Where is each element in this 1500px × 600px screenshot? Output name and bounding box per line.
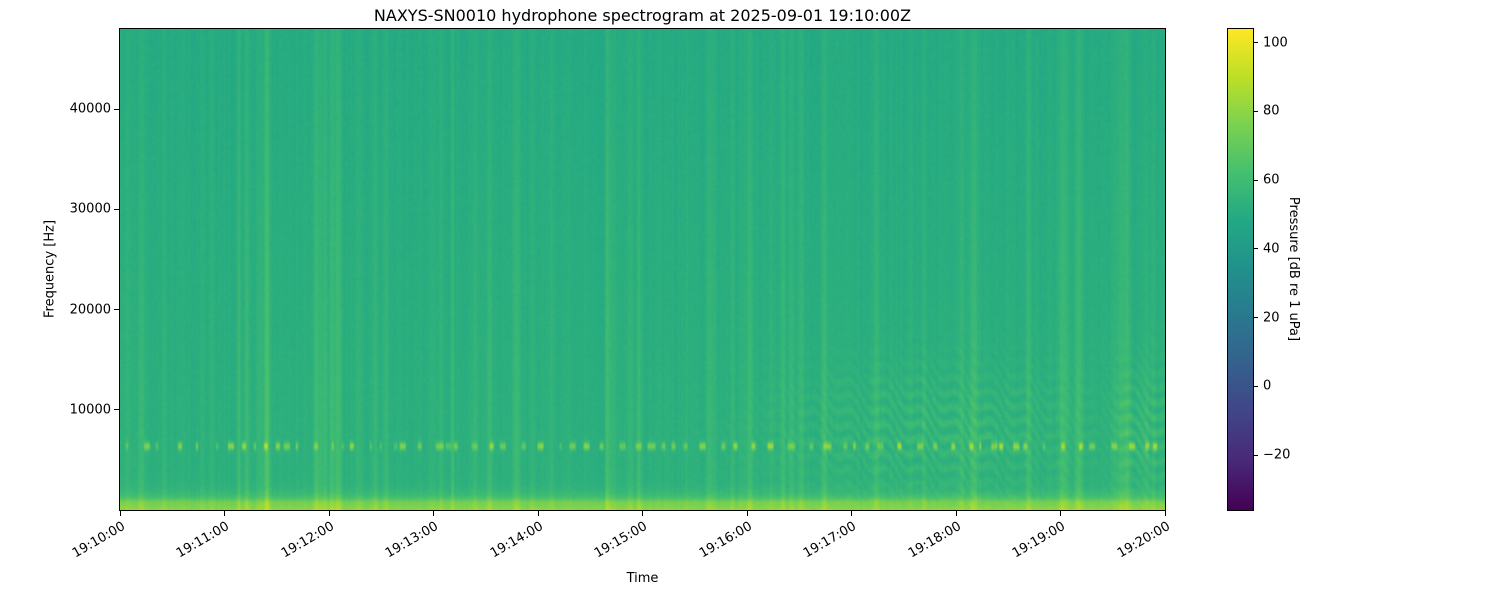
x-tick-label-text: 19:16:00: [696, 519, 755, 562]
x-axis-label: Time: [626, 571, 659, 586]
colorbar-tick-label: 60: [1263, 172, 1280, 188]
y-axis-label: Frequency [Hz]: [42, 219, 58, 319]
x-tick-mark: [642, 511, 643, 516]
colorbar-tick-mark: [1253, 454, 1258, 456]
x-tick-label-text: 19:18:00: [905, 519, 964, 562]
x-tick-mark: [1164, 511, 1166, 516]
colorbar-tick-mark: [1253, 110, 1258, 112]
x-tick-mark: [1060, 511, 1061, 516]
x-tick-mark: [955, 511, 957, 516]
x-tick-mark: [224, 511, 225, 516]
colorbar-tick-label: −20: [1263, 447, 1291, 463]
spectrogram-canvas: [120, 29, 1165, 510]
colorbar-tick-label: 20: [1263, 310, 1280, 326]
x-tick-label-text: 19:14:00: [487, 519, 546, 562]
colorbar-tick-mark: [1253, 42, 1258, 44]
colorbar-tick-label: 0: [1263, 378, 1272, 394]
colorbar-tick-label: 80: [1263, 103, 1280, 119]
colorbar-tick-mark: [1253, 317, 1258, 319]
x-tick-mark: [433, 511, 434, 516]
x-tick-mark: [746, 511, 748, 516]
colorbar-tick-mark: [1253, 179, 1258, 181]
x-tick-label-text: 19:20:00: [1114, 519, 1173, 562]
x-tick-label-text: 19:17:00: [800, 519, 859, 562]
y-tick-mark: [114, 208, 120, 210]
x-tick-label-text: 19:11:00: [173, 519, 232, 562]
plot-frame: [119, 28, 1166, 511]
y-tick-label: 20000: [69, 302, 111, 318]
x-tick-label-text: 19:10:00: [69, 519, 128, 562]
y-tick-mark: [114, 108, 120, 110]
colorbar-tick-mark: [1253, 248, 1258, 250]
x-tick-label-text: 19:12:00: [278, 519, 337, 562]
colorbar-tick-label: 100: [1263, 35, 1288, 51]
x-tick-mark: [851, 511, 852, 516]
y-tick-label: 30000: [69, 201, 111, 217]
y-tick-mark: [114, 309, 120, 311]
colorbar-gradient: [1227, 28, 1254, 511]
y-tick-mark: [114, 409, 120, 411]
x-tick-label-text: 19:15:00: [591, 519, 650, 562]
y-tick-label: 10000: [69, 402, 111, 418]
x-tick-label-text: 19:13:00: [382, 519, 441, 562]
x-tick-mark: [537, 511, 539, 516]
x-tick-mark: [119, 511, 121, 516]
colorbar-label: Pressure [dB re 1 uPa]: [1286, 196, 1301, 342]
x-tick-mark: [328, 511, 330, 516]
y-tick-label: 40000: [69, 101, 111, 117]
colorbar-tick-label: 40: [1263, 241, 1280, 257]
x-tick-label-text: 19:19:00: [1009, 519, 1068, 562]
colorbar-tick-mark: [1253, 385, 1258, 387]
chart-title: NAXYS-SN0010 hydrophone spectrogram at 2…: [373, 6, 912, 25]
